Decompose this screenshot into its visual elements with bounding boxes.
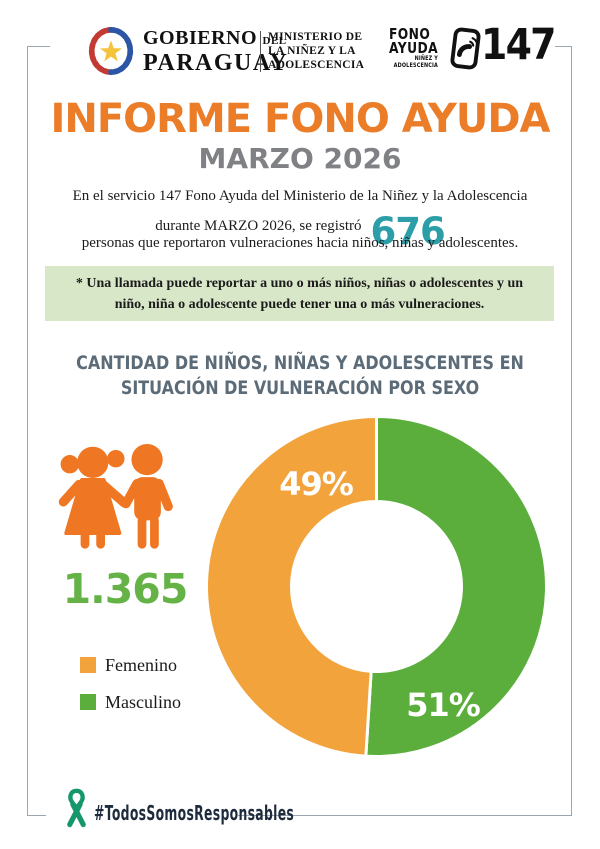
intro-line2-text: durante MARZO 2026, se registró	[155, 217, 362, 234]
fono-number: 147	[480, 20, 556, 70]
header-divider	[260, 31, 261, 72]
ministry-line3: ADOLESCENCIA	[268, 59, 365, 71]
page-title: INFORME FONO AYUDA	[50, 96, 550, 142]
bottom-border-left-segment	[27, 815, 46, 816]
donut-segment-masculino	[364, 414, 548, 758]
chart-legend: Femenino Masculino	[80, 655, 181, 731]
section-title-line2: SITUACIÓN DE VULNERACIÓN POR SEXO	[120, 377, 480, 399]
page-subtitle: MARZO 2026	[198, 142, 402, 175]
donut-label-femenino: 49%	[279, 465, 354, 503]
note-line2: niño, niña o adolescente puede tener una…	[114, 296, 485, 312]
government-logo-text: GOBIERNO DEL PARAGUAY	[143, 26, 289, 76]
children-holding-hands-icon	[56, 441, 194, 566]
intro-highlight-number: 676	[370, 209, 445, 253]
intro-line2: durante MARZO 2026, se registró 676	[0, 206, 600, 253]
disclaimer-note: * Una llamada puede reportar a uno o más…	[45, 266, 554, 321]
green-ribbon-icon	[67, 788, 86, 828]
legend-label-masculino: Masculino	[105, 692, 181, 712]
legend-item-femenino: Femenino	[80, 655, 181, 675]
footer-hashtag: #TodosSomosResponsables	[94, 801, 295, 825]
fono-word2: AYUDA	[389, 39, 439, 57]
intro-line1: En el servicio 147 Fono Ayuda del Minist…	[72, 188, 528, 204]
fono-ayuda-wordmark: FONO AYUDA NIÑEZ Y ADOLESCENCIA	[389, 25, 439, 70]
ministry-line2: LA NIÑEZ Y LA	[268, 45, 356, 57]
legend-swatch-masculino	[80, 694, 96, 710]
legend-label-femenino: Femenino	[105, 655, 177, 675]
paraguay-coat-of-arms-icon	[88, 26, 134, 76]
phone-icon	[450, 27, 481, 70]
donut-chart: 49% 51%	[203, 413, 550, 760]
donut-chart-svg	[204, 414, 548, 758]
fono-ayuda-logo: FONO AYUDA NIÑEZ Y ADOLESCENCIA 147	[389, 20, 565, 70]
note-line1: * Una llamada puede reportar a uno o más…	[75, 275, 524, 291]
total-children-count: 1.365	[62, 565, 189, 613]
legend-item-masculino: Masculino	[80, 692, 181, 712]
donut-label-masculino: 51%	[406, 686, 481, 724]
chart-section-title: CANTIDAD DE NIÑOS, NIÑAS Y ADOLESCENTES …	[48, 351, 552, 401]
legend-swatch-femenino	[80, 657, 96, 673]
gov-line2: PARAGUAY	[143, 49, 289, 76]
section-title-line1: CANTIDAD DE NIÑOS, NIÑAS Y ADOLESCENTES …	[76, 352, 524, 374]
gov-line1: GOBIERNO DEL	[143, 26, 287, 49]
fono-sub1: NIÑEZ Y	[414, 55, 439, 62]
bottom-border-right-segment	[238, 815, 572, 816]
government-logo: GOBIERNO DEL PARAGUAY	[86, 24, 288, 78]
fono-sub2: ADOLESCENCIA	[393, 62, 439, 69]
donut-segment-femenino	[204, 414, 378, 758]
ministry-line1: MINISTERIO DE	[268, 31, 363, 43]
fono-word1: FONO	[389, 25, 431, 43]
ministry-name: MINISTERIO DE LA NIÑEZ Y LA ADOLESCENCIA	[268, 30, 364, 72]
intro-line3: personas que reportaron vulneraciones ha…	[81, 235, 519, 251]
